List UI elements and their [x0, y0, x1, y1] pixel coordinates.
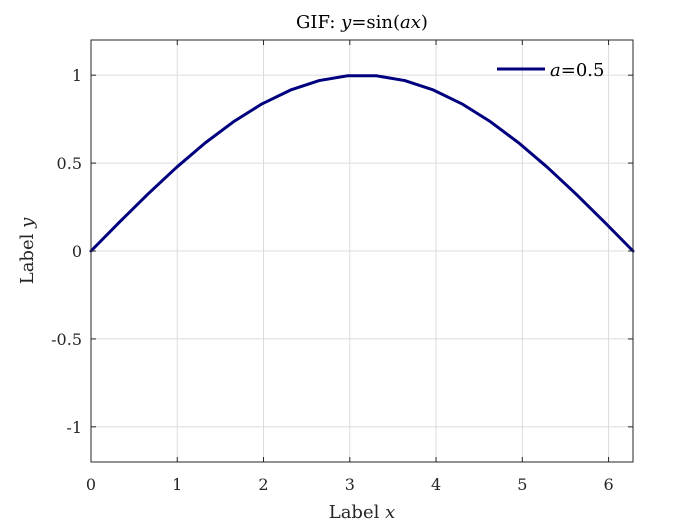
tick-marks	[90, 40, 633, 462]
chart-title: GIF: y=sin(ax)	[296, 12, 428, 33]
x-axis-label: Label x	[329, 502, 396, 523]
series-line-a-0-5	[89, 74, 635, 253]
legend: a=0.5	[497, 60, 604, 81]
y-tick-label-1: 1	[72, 66, 82, 85]
x-tick-label-6: 6	[603, 475, 613, 494]
series-group	[89, 74, 635, 253]
x-tick-label-0: 0	[86, 475, 96, 494]
y-axis-label: Label y	[17, 217, 38, 284]
y-tick-label-0-5: 0.5	[57, 154, 82, 173]
x-tick-label-2: 2	[258, 475, 268, 494]
y-tick-label-neg-0-5: -0.5	[51, 330, 82, 349]
x-tick-label-1: 1	[172, 475, 182, 494]
y-tick-labels: -1 -0.5 0 0.5 1	[51, 66, 82, 437]
y-tick-label-0: 0	[72, 242, 82, 261]
x-tick-label-5: 5	[517, 475, 527, 494]
x-tick-label-3: 3	[345, 475, 355, 494]
y-tick-label-neg-1: -1	[66, 418, 82, 437]
x-tick-label-4: 4	[431, 475, 441, 494]
legend-label-a-0-5: a=0.5	[550, 60, 604, 81]
x-tick-labels: 0 1 2 3 4 5 6	[86, 475, 614, 494]
